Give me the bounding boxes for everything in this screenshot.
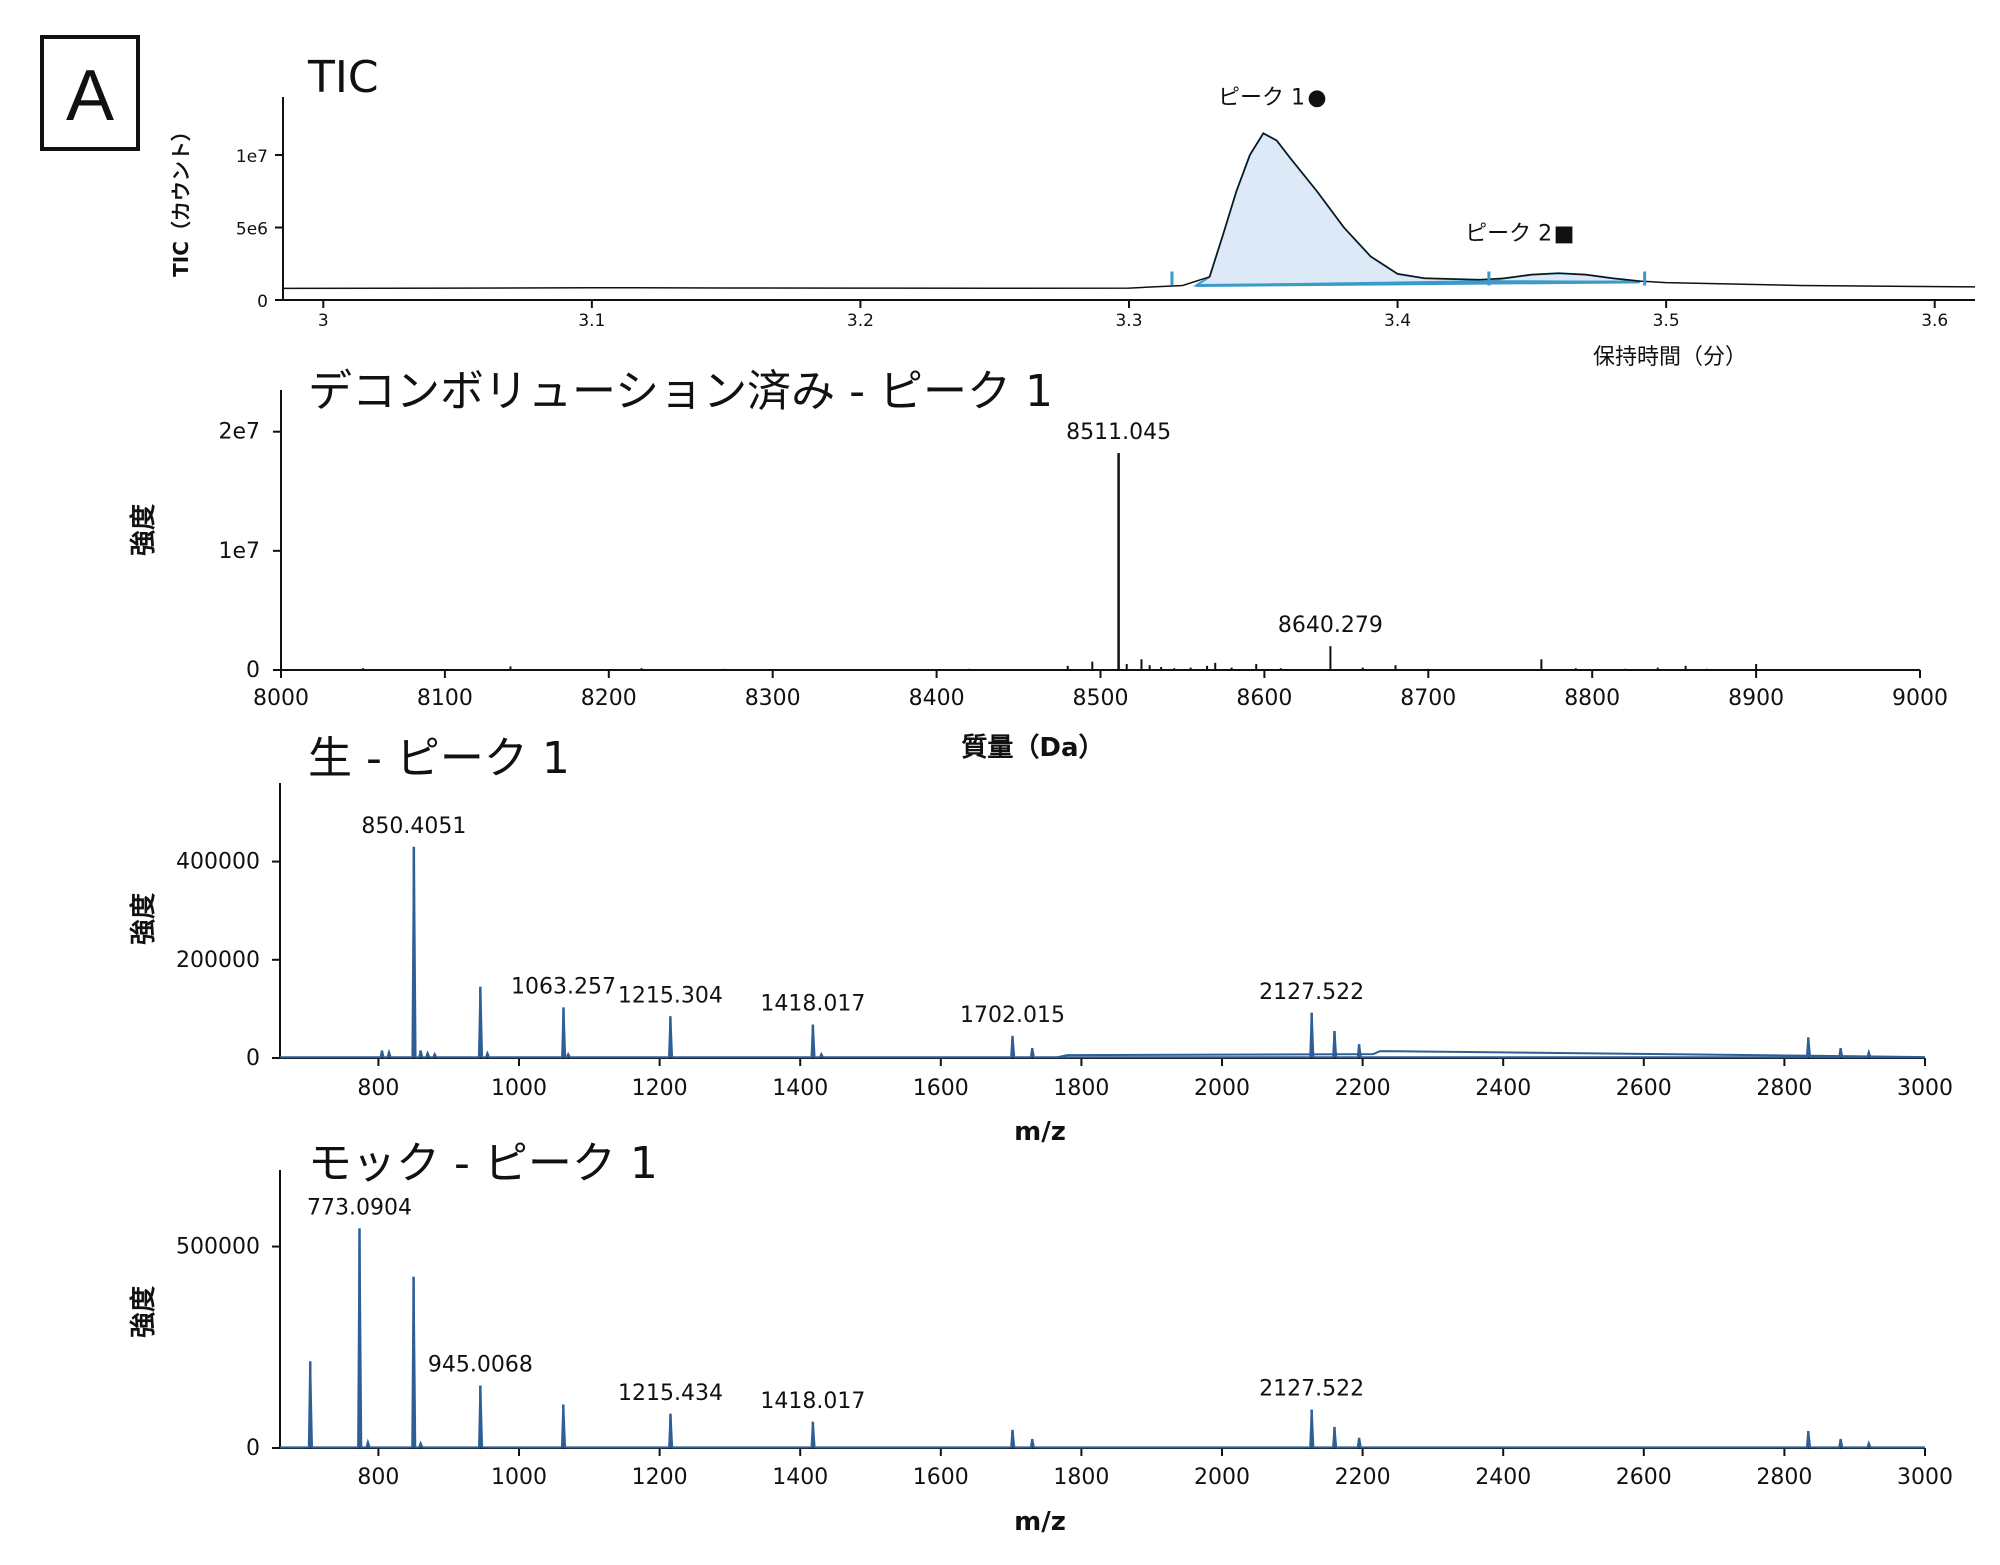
peak-label: 773.0904 (307, 1195, 412, 1220)
x-tick-label: 3.6 (1921, 311, 1948, 331)
x-tick-label: 1400 (772, 1076, 828, 1101)
peak-label: 945.0068 (428, 1353, 533, 1378)
y-tick-label: 1e7 (218, 539, 260, 564)
x-tick-label: 3.2 (847, 311, 874, 331)
chart-raw: 生 - ピーク 1 800 1000 1200 1400 1600 1800 2000 2200… (128, 733, 1953, 1147)
peak-label: 2127.522 (1259, 980, 1364, 1005)
panel-label-text: A (66, 56, 114, 136)
y-tick-label: 0 (246, 1436, 260, 1461)
chart-title: モック - ピーク 1 (308, 1138, 658, 1189)
x-tick-label: 8200 (581, 686, 637, 711)
peak-label: 2127.522 (1259, 1377, 1364, 1402)
y-tick-label: 400000 (176, 850, 260, 875)
x-tick-label: 1400 (772, 1465, 828, 1490)
x-axis-title: 質量（Da） (961, 733, 1104, 763)
x-tick-label: 2000 (1194, 1076, 1250, 1101)
x-tick-label: 2400 (1475, 1076, 1531, 1101)
peak-label: 8640.279 (1278, 613, 1383, 638)
tic-integration-baseline (1196, 280, 1640, 287)
tic-peak-symbol-1: ● (1307, 85, 1326, 110)
chart-title: デコンボリューション済み - ピーク 1 (308, 366, 1053, 417)
chart-deconvoluted: デコンボリューション済み - ピーク 1 8000 8100 8200 8300 8400… (128, 366, 1948, 763)
y-tick-label: 0 (246, 658, 260, 683)
y-axis-title: 強度 (128, 1286, 159, 1338)
x-tick-label: 1800 (1053, 1076, 1109, 1101)
x-tick-label: 1000 (491, 1465, 547, 1490)
peak-label: 850.4051 (361, 814, 466, 839)
y-tick-label: 500000 (176, 1235, 260, 1260)
chart-title: TIC (307, 52, 379, 103)
peak-label: 1215.304 (618, 983, 723, 1008)
x-tick-label: 2600 (1616, 1465, 1672, 1490)
x-tick-label: 1200 (632, 1465, 688, 1490)
y-tick-label: 200000 (176, 948, 260, 973)
chart-mock: モック - ピーク 1 800 1000 1200 1400 1600 1800 2000 22… (128, 1138, 1953, 1537)
y-axis-title: 強度 (128, 504, 159, 556)
x-tick-label: 3000 (1897, 1465, 1953, 1490)
peak-label: 1215.434 (618, 1381, 723, 1406)
x-tick-label: 8800 (1564, 686, 1620, 711)
x-tick-label: 8700 (1400, 686, 1456, 711)
x-tick-label: 2200 (1335, 1465, 1391, 1490)
y-tick-label: 1e7 (236, 147, 268, 167)
peak-label: 1702.015 (960, 1003, 1065, 1028)
tic-peak-symbol-2: ■ (1554, 222, 1575, 247)
y-axis-title: TIC（カウント） (169, 121, 193, 277)
tic-peak-annotation-2: ピーク 2 (1465, 222, 1552, 247)
chart-title: 生 - ピーク 1 (308, 733, 570, 784)
y-tick-label: 0 (246, 1046, 260, 1071)
x-tick-label: 3.3 (1115, 311, 1142, 331)
x-tick-label: 8300 (745, 686, 801, 711)
tic-peak-annotation-1: ピーク 1 (1218, 85, 1305, 110)
x-tick-label: 8600 (1236, 686, 1292, 711)
x-tick-label: 2800 (1756, 1076, 1812, 1101)
x-tick-label: 8000 (253, 686, 309, 711)
peak-label: 8511.045 (1066, 420, 1171, 445)
x-tick-label: 8500 (1073, 686, 1129, 711)
y-tick-label: 5e6 (236, 220, 268, 240)
x-tick-label: 8900 (1728, 686, 1784, 711)
x-tick-label: 1200 (632, 1076, 688, 1101)
x-axis-title: 保持時間（分） (1593, 345, 1747, 370)
x-tick-label: 8100 (417, 686, 473, 711)
x-tick-label: 3.1 (578, 311, 605, 331)
x-tick-label: 1600 (913, 1076, 969, 1101)
x-tick-label: 3.5 (1653, 311, 1680, 331)
x-axis-title: m/z (1014, 1117, 1066, 1147)
x-tick-label: 3000 (1897, 1076, 1953, 1101)
y-tick-label: 2e7 (218, 420, 260, 445)
x-tick-label: 2400 (1475, 1465, 1531, 1490)
x-tick-label: 2200 (1335, 1076, 1391, 1101)
peak-label: 1418.017 (760, 1389, 865, 1414)
peak-label: 1418.017 (760, 992, 865, 1017)
spectrum-plateau (1056, 1050, 1926, 1059)
panel-label-box (40, 35, 140, 151)
charts: TIC 3 3.1 3.2 3.3 3.4 3.5 3.6 0 5e6 1e7 保持時間（分） TIC（… (128, 52, 1976, 1537)
x-tick-label: 3 (318, 311, 329, 331)
y-axis-title: 強度 (128, 893, 159, 945)
x-tick-label: 2800 (1756, 1465, 1812, 1490)
x-tick-label: 800 (357, 1465, 399, 1490)
x-axis-title: m/z (1014, 1507, 1066, 1537)
x-tick-label: 1600 (913, 1465, 969, 1490)
peak-label: 1063.257 (511, 974, 616, 999)
x-tick-label: 2000 (1194, 1465, 1250, 1490)
x-tick-label: 9000 (1892, 686, 1948, 711)
x-tick-label: 3.4 (1384, 311, 1411, 331)
x-tick-label: 1000 (491, 1076, 547, 1101)
tic-trace (282, 132, 1976, 290)
x-tick-label: 800 (357, 1076, 399, 1101)
y-tick-label: 0 (257, 292, 268, 312)
x-tick-label: 8400 (909, 686, 965, 711)
panel-label: A (40, 35, 140, 151)
chart-tic: TIC 3 3.1 3.2 3.3 3.4 3.5 3.6 0 5e6 1e7 保持時間（分） TIC（… (169, 52, 1976, 370)
x-tick-label: 1800 (1053, 1465, 1109, 1490)
x-tick-label: 2600 (1616, 1076, 1672, 1101)
